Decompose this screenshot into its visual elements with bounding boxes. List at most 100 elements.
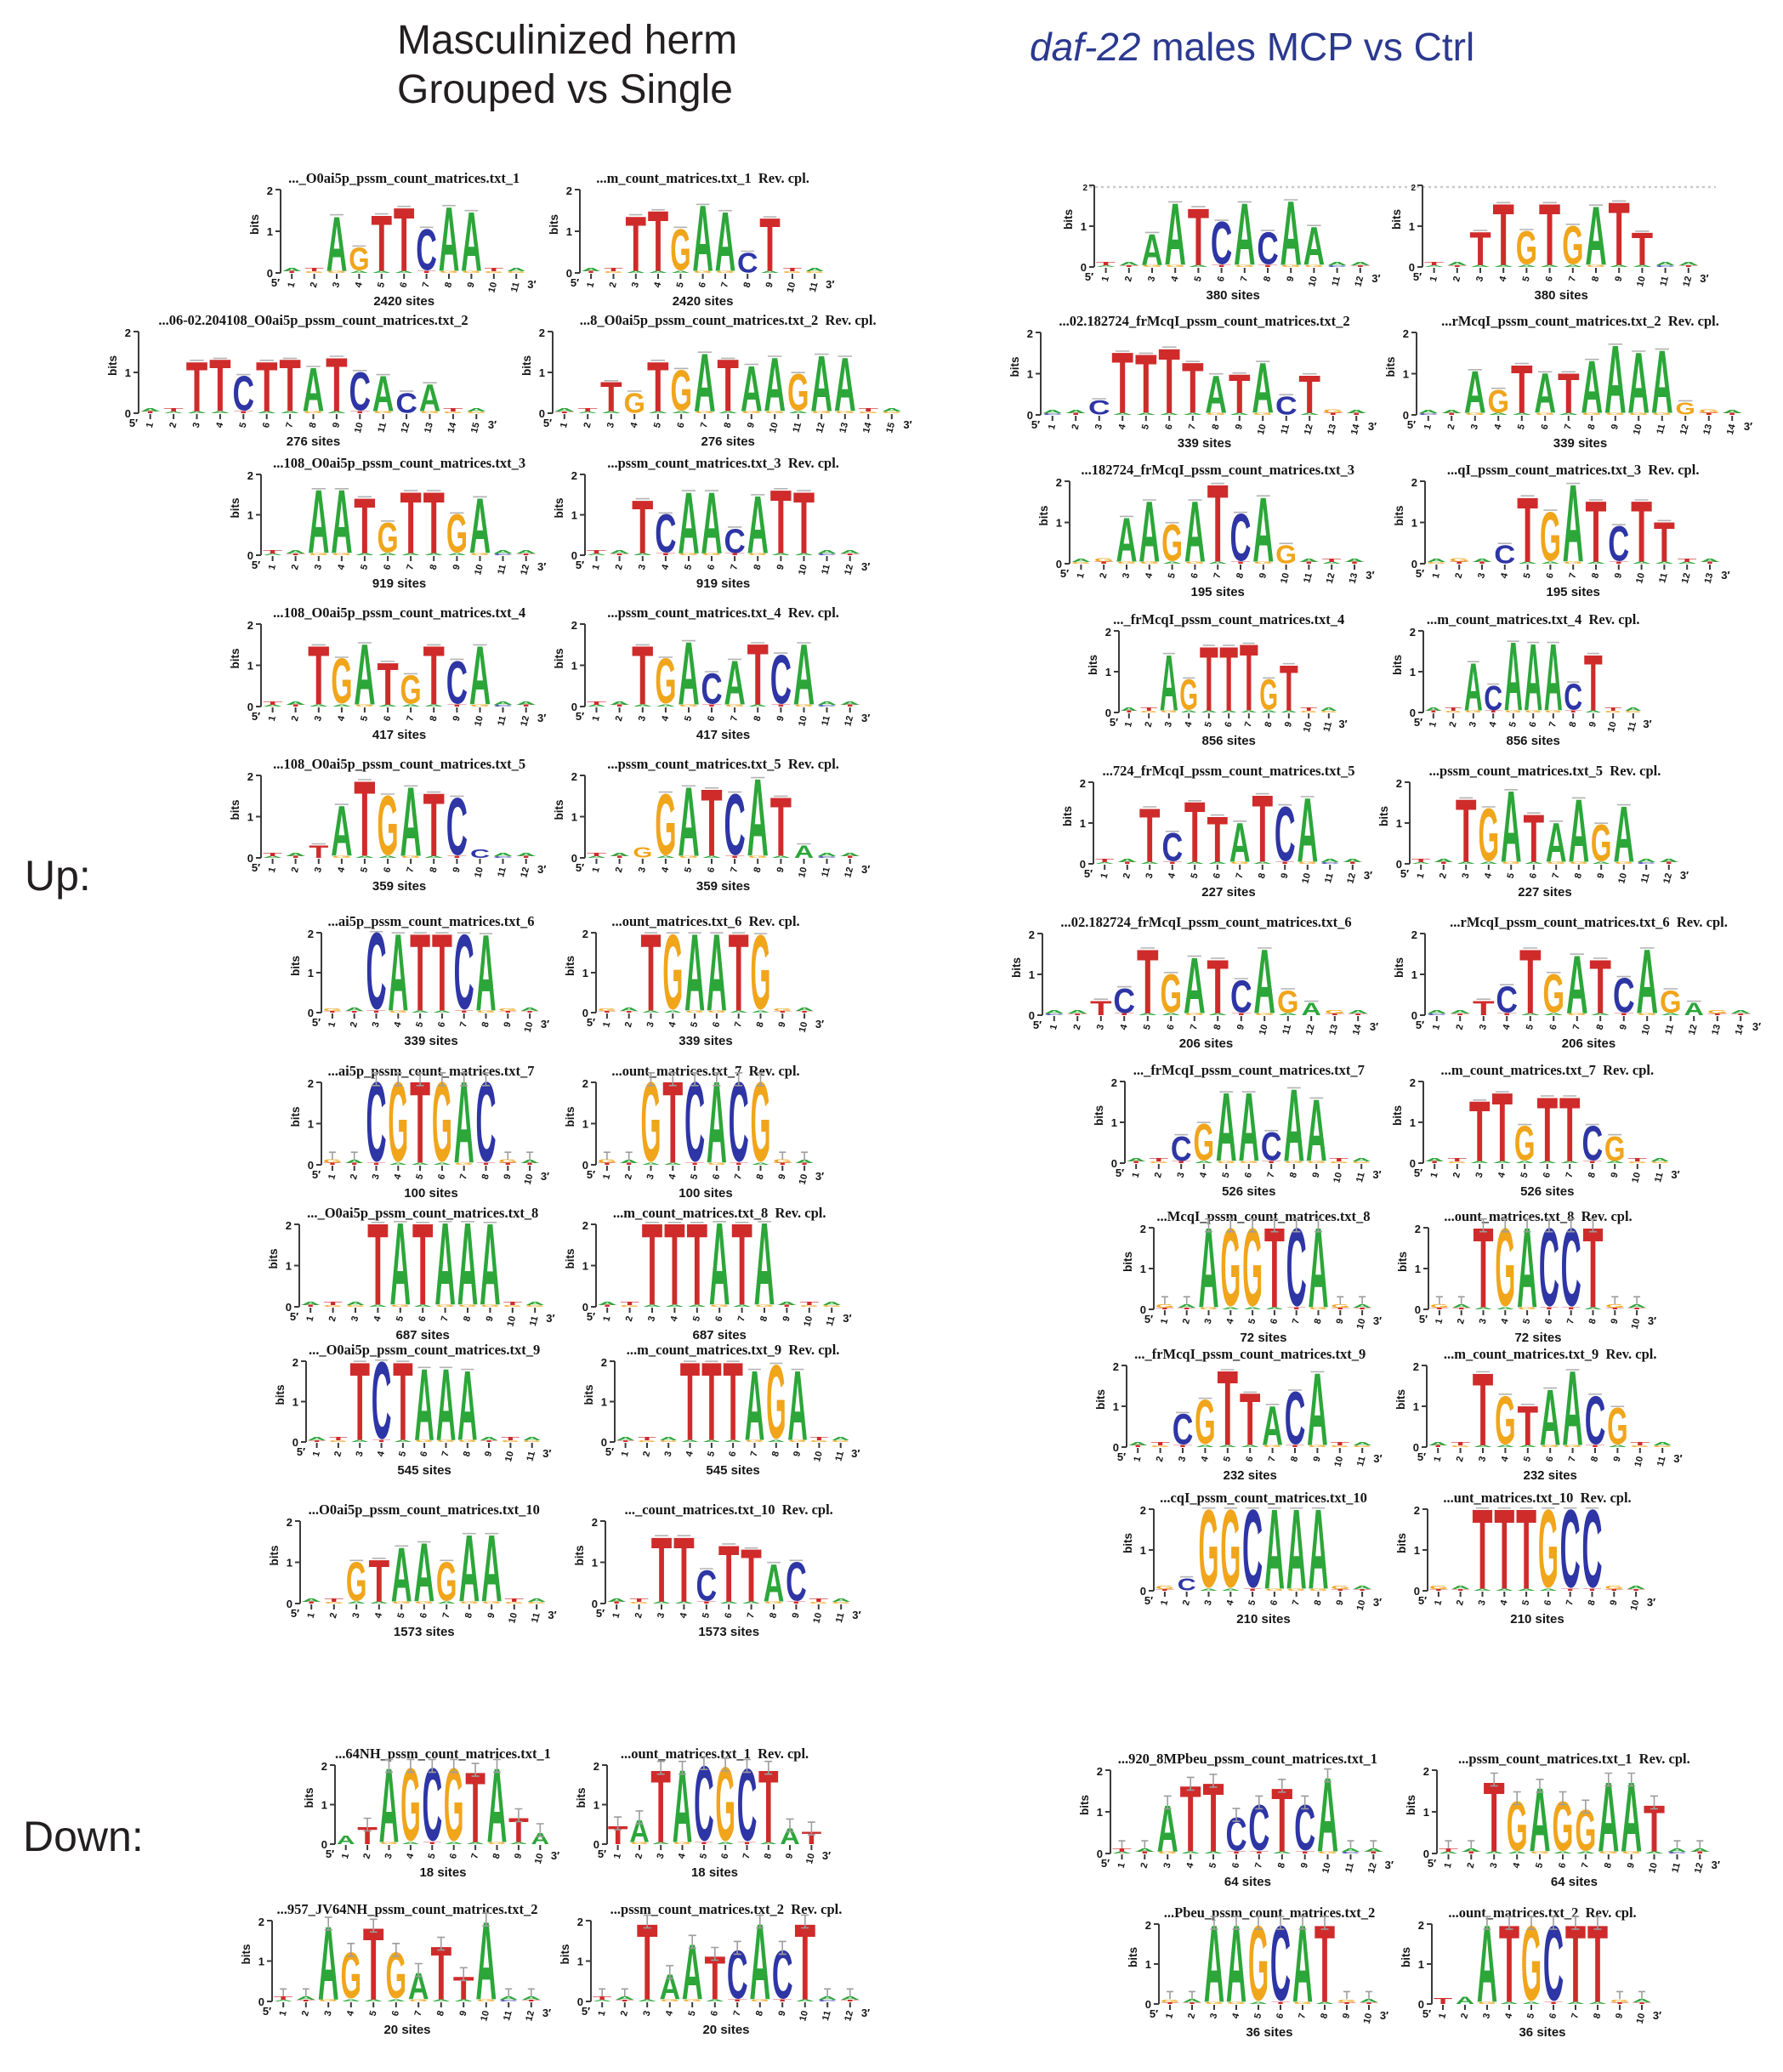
svg-text:...ai5p_pssm_count_matrices.tx: ...ai5p_pssm_count_matrices.txt_7: [328, 1063, 535, 1079]
svg-text:G: G: [1323, 409, 1343, 414]
svg-text:G: G: [633, 845, 652, 861]
svg-text:G: G: [679, 855, 699, 859]
svg-text:C: C: [1484, 679, 1502, 718]
svg-text:10: 10: [811, 1612, 824, 1625]
svg-text:...pssm_count_matrices.txt_5: ...pssm_count_matrices.txt_5 Rev. cpl.: [1429, 763, 1661, 779]
svg-text:T: T: [1494, 1484, 1514, 1613]
svg-text:T: T: [1473, 561, 1492, 565]
svg-text:bits: bits: [289, 956, 302, 976]
svg-text:1: 1: [1418, 1958, 1424, 1971]
svg-text:417 sites: 417 sites: [372, 728, 426, 742]
svg-text:5′: 5′: [1422, 2007, 1431, 2020]
svg-text:A: A: [1587, 561, 1606, 565]
svg-text:14: 14: [1349, 423, 1362, 436]
svg-text:T: T: [608, 1822, 628, 1850]
svg-text:T: T: [1286, 1444, 1305, 1447]
svg-text:2: 2: [633, 1853, 644, 1860]
svg-text:0: 0: [321, 1838, 327, 1851]
svg-text:9: 9: [1312, 1456, 1323, 1463]
svg-text:A: A: [598, 1301, 617, 1306]
svg-text:A: A: [1234, 186, 1255, 284]
svg-text:9: 9: [1610, 1172, 1621, 1179]
svg-text:C: C: [1044, 1013, 1065, 1015]
svg-text:5′: 5′: [1416, 1019, 1424, 1031]
svg-text:G: G: [1570, 861, 1588, 865]
svg-text:A: A: [286, 549, 305, 554]
svg-text:T: T: [598, 1304, 617, 1308]
svg-text:A: A: [1479, 861, 1499, 865]
svg-text:5: 5: [1140, 423, 1151, 431]
svg-text:A: A: [1538, 1161, 1558, 1164]
svg-text:3: 3: [1176, 1172, 1187, 1179]
svg-text:T: T: [701, 769, 722, 876]
svg-text:3′: 3′: [1368, 420, 1377, 433]
svg-text:3′: 3′: [1364, 869, 1372, 882]
svg-text:5′: 5′: [587, 1310, 595, 1323]
svg-text:A: A: [1208, 561, 1228, 565]
svg-text:T: T: [685, 1162, 704, 1166]
svg-text:T: T: [1350, 264, 1371, 267]
svg-text:A: A: [499, 1995, 519, 2001]
svg-text:8: 8: [1211, 423, 1222, 431]
svg-text:A: A: [706, 1999, 725, 2002]
svg-text:10: 10: [503, 1450, 516, 1463]
svg-text:T: T: [1135, 1851, 1155, 1854]
svg-text:G: G: [1253, 412, 1273, 416]
svg-text:A: A: [771, 854, 791, 858]
svg-text:2: 2: [539, 326, 545, 339]
svg-text:0: 0: [1411, 558, 1417, 571]
svg-text:3′: 3′: [1371, 272, 1380, 285]
svg-text:G: G: [1479, 792, 1500, 876]
svg-text:A: A: [684, 911, 705, 1035]
svg-text:A: A: [610, 852, 629, 857]
svg-text:T: T: [1450, 1013, 1470, 1016]
svg-text:10: 10: [353, 422, 366, 434]
svg-text:8: 8: [1257, 872, 1268, 880]
svg-text:5′: 5′: [1418, 1594, 1427, 1607]
svg-text:T: T: [516, 704, 537, 707]
svg-text:5′: 5′: [1413, 270, 1422, 283]
svg-text:G: G: [800, 1304, 819, 1307]
svg-text:T: T: [1456, 781, 1477, 881]
svg-text:G: G: [1220, 1206, 1241, 1330]
svg-text:2: 2: [1410, 626, 1416, 639]
svg-text:10: 10: [1635, 275, 1648, 288]
svg-text:G: G: [822, 1304, 841, 1307]
svg-text:G: G: [835, 411, 855, 414]
svg-text:T: T: [1491, 1074, 1513, 1183]
svg-text:C: C: [1275, 791, 1296, 877]
svg-text:5: 5: [1519, 1172, 1530, 1179]
svg-text:1: 1: [582, 1260, 588, 1273]
svg-text:1: 1: [591, 866, 602, 874]
svg-text:G: G: [1320, 710, 1337, 713]
svg-text:G: G: [683, 1999, 701, 2002]
svg-text:G: G: [748, 553, 768, 556]
svg-text:4: 4: [1488, 720, 1499, 729]
svg-text:A: A: [840, 549, 860, 554]
svg-text:5′: 5′: [576, 559, 584, 571]
svg-text:bits: bits: [229, 799, 241, 820]
svg-text:G: G: [1582, 412, 1602, 416]
svg-text:T: T: [1586, 485, 1607, 581]
svg-text:6: 6: [697, 281, 708, 289]
svg-text:G: G: [1699, 409, 1718, 414]
svg-text:1: 1: [247, 811, 253, 824]
svg-text:G: G: [392, 1601, 411, 1604]
svg-text:G: G: [1707, 1009, 1727, 1014]
svg-text:10: 10: [523, 1021, 536, 1034]
svg-text:T: T: [520, 1010, 540, 1013]
svg-text:G: G: [409, 1999, 428, 2002]
svg-text:6: 6: [1548, 1024, 1559, 1031]
svg-text:1: 1: [1414, 1544, 1420, 1557]
svg-text:5: 5: [1521, 275, 1532, 283]
svg-text:G: G: [1200, 1307, 1218, 1310]
svg-text:G: G: [327, 270, 346, 274]
svg-text:T: T: [651, 1519, 673, 1621]
svg-text:bits: bits: [564, 1106, 576, 1127]
svg-text:G: G: [679, 553, 699, 556]
svg-text:...108_O0ai5p_pssm_count_matri: ...108_O0ai5p_pssm_count_matrices.txt_3: [273, 455, 525, 471]
svg-text:G: G: [673, 1842, 691, 1845]
svg-text:2: 2: [1072, 1024, 1083, 1031]
svg-text:T: T: [477, 1162, 496, 1166]
svg-text:A: A: [805, 267, 824, 272]
